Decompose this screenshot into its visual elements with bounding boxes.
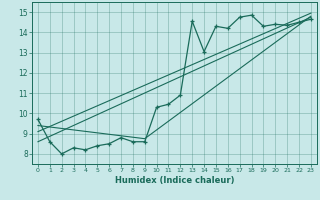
X-axis label: Humidex (Indice chaleur): Humidex (Indice chaleur): [115, 176, 234, 185]
